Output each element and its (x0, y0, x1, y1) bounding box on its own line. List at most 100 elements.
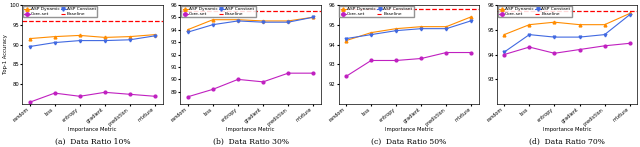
ASP Constant (209, 24, 217, 26)
ASP Dynamic (76, 35, 84, 36)
ASP Dynamic (367, 32, 375, 34)
X-axis label: Importance Metric: Importance Metric (227, 127, 275, 132)
Line: ASP Dynamic: ASP Dynamic (186, 16, 315, 31)
Core-set (468, 52, 476, 53)
Line: Core-set: Core-set (345, 51, 473, 78)
ASP Dynamic (525, 24, 533, 26)
Line: Core-set: Core-set (186, 72, 315, 98)
ASP Constant (101, 40, 109, 41)
ASP Constant (367, 34, 375, 36)
Core-set (76, 95, 84, 97)
Legend: ASP Dynamic, Core-set, ASP Constant, Baseline: ASP Dynamic, Core-set, ASP Constant, Bas… (498, 6, 572, 17)
Baseline (209, 10, 217, 12)
ASP Constant (126, 39, 134, 41)
Baseline (525, 10, 533, 12)
Y-axis label: Top-1 Accuracy: Top-1 Accuracy (3, 35, 8, 74)
Core-set (525, 46, 533, 48)
ASP Dynamic (442, 26, 450, 27)
ASP Dynamic (184, 29, 191, 31)
ASP Constant (442, 28, 450, 30)
Line: ASP Constant: ASP Constant (28, 34, 156, 48)
Core-set (234, 78, 242, 80)
Core-set (367, 60, 375, 61)
ASP Dynamic (500, 34, 508, 36)
ASP Constant (342, 38, 350, 40)
ASP Dynamic (550, 21, 558, 23)
Core-set (101, 91, 109, 93)
ASP Constant (500, 51, 508, 53)
ASP Constant (26, 46, 33, 47)
ASP Dynamic (284, 20, 292, 22)
ASP Constant (525, 34, 533, 36)
Baseline (26, 21, 33, 22)
Text: (b)  Data Ratio 30%: (b) Data Ratio 30% (212, 138, 289, 146)
ASP Constant (284, 21, 292, 23)
Line: ASP Constant: ASP Constant (345, 19, 473, 40)
Legend: ASP Dynamic, Core-set, ASP Constant, Baseline: ASP Dynamic, Core-set, ASP Constant, Bas… (23, 6, 97, 17)
Core-set (392, 60, 400, 61)
Line: Core-set: Core-set (503, 42, 631, 56)
Core-set (576, 49, 584, 50)
Text: (c)  Data Ratio 50%: (c) Data Ratio 50% (371, 138, 446, 146)
ASP Constant (184, 31, 191, 33)
Line: ASP Dynamic: ASP Dynamic (28, 33, 156, 40)
Core-set (259, 81, 267, 83)
Baseline (51, 21, 58, 22)
ASP Dynamic (259, 20, 267, 22)
ASP Dynamic (626, 13, 634, 14)
ASP Dynamic (417, 26, 425, 27)
Core-set (442, 52, 450, 53)
Core-set (51, 92, 58, 94)
ASP Dynamic (468, 16, 476, 18)
ASP Constant (601, 34, 609, 36)
Legend: ASP Dynamic, Core-set, ASP Constant, Baseline: ASP Dynamic, Core-set, ASP Constant, Bas… (339, 6, 414, 17)
Core-set (500, 54, 508, 55)
Line: Core-set: Core-set (28, 91, 156, 104)
ASP Dynamic (51, 36, 58, 37)
ASP Dynamic (601, 24, 609, 26)
Core-set (184, 96, 191, 98)
ASP Constant (234, 20, 242, 22)
ASP Constant (259, 21, 267, 23)
Core-set (309, 72, 317, 74)
ASP Constant (51, 42, 58, 44)
ASP Dynamic (392, 28, 400, 30)
Baseline (342, 8, 350, 10)
ASP Constant (151, 35, 159, 37)
Core-set (151, 95, 159, 97)
ASP Dynamic (234, 19, 242, 21)
Core-set (284, 72, 292, 74)
Legend: ASP Dynamic, Core-set, ASP Constant, Baseline: ASP Dynamic, Core-set, ASP Constant, Bas… (181, 6, 255, 17)
ASP Constant (576, 36, 584, 38)
Baseline (367, 8, 375, 10)
ASP Constant (76, 40, 84, 41)
Core-set (342, 76, 350, 77)
Line: ASP Dynamic: ASP Dynamic (503, 12, 631, 36)
Core-set (417, 58, 425, 59)
Core-set (26, 101, 33, 103)
Core-set (601, 45, 609, 47)
Core-set (550, 52, 558, 54)
Line: ASP Dynamic: ASP Dynamic (345, 15, 473, 42)
ASP Constant (309, 16, 317, 18)
Text: (a)  Data Ratio 10%: (a) Data Ratio 10% (54, 138, 130, 146)
X-axis label: Importance Metric: Importance Metric (68, 127, 116, 132)
ASP Dynamic (309, 16, 317, 18)
ASP Dynamic (126, 36, 134, 37)
ASP Dynamic (209, 19, 217, 21)
ASP Dynamic (151, 34, 159, 36)
Core-set (126, 93, 134, 95)
ASP Dynamic (101, 36, 109, 38)
Line: ASP Constant: ASP Constant (503, 13, 631, 53)
Baseline (184, 10, 191, 12)
ASP Constant (550, 36, 558, 38)
Core-set (209, 88, 217, 90)
ASP Constant (417, 28, 425, 30)
ASP Constant (468, 20, 476, 22)
ASP Constant (626, 14, 634, 16)
ASP Dynamic (26, 38, 33, 40)
Text: (d)  Data Ratio 70%: (d) Data Ratio 70% (529, 138, 605, 146)
ASP Constant (392, 30, 400, 31)
Line: ASP Constant: ASP Constant (186, 16, 315, 34)
ASP Dynamic (576, 24, 584, 26)
